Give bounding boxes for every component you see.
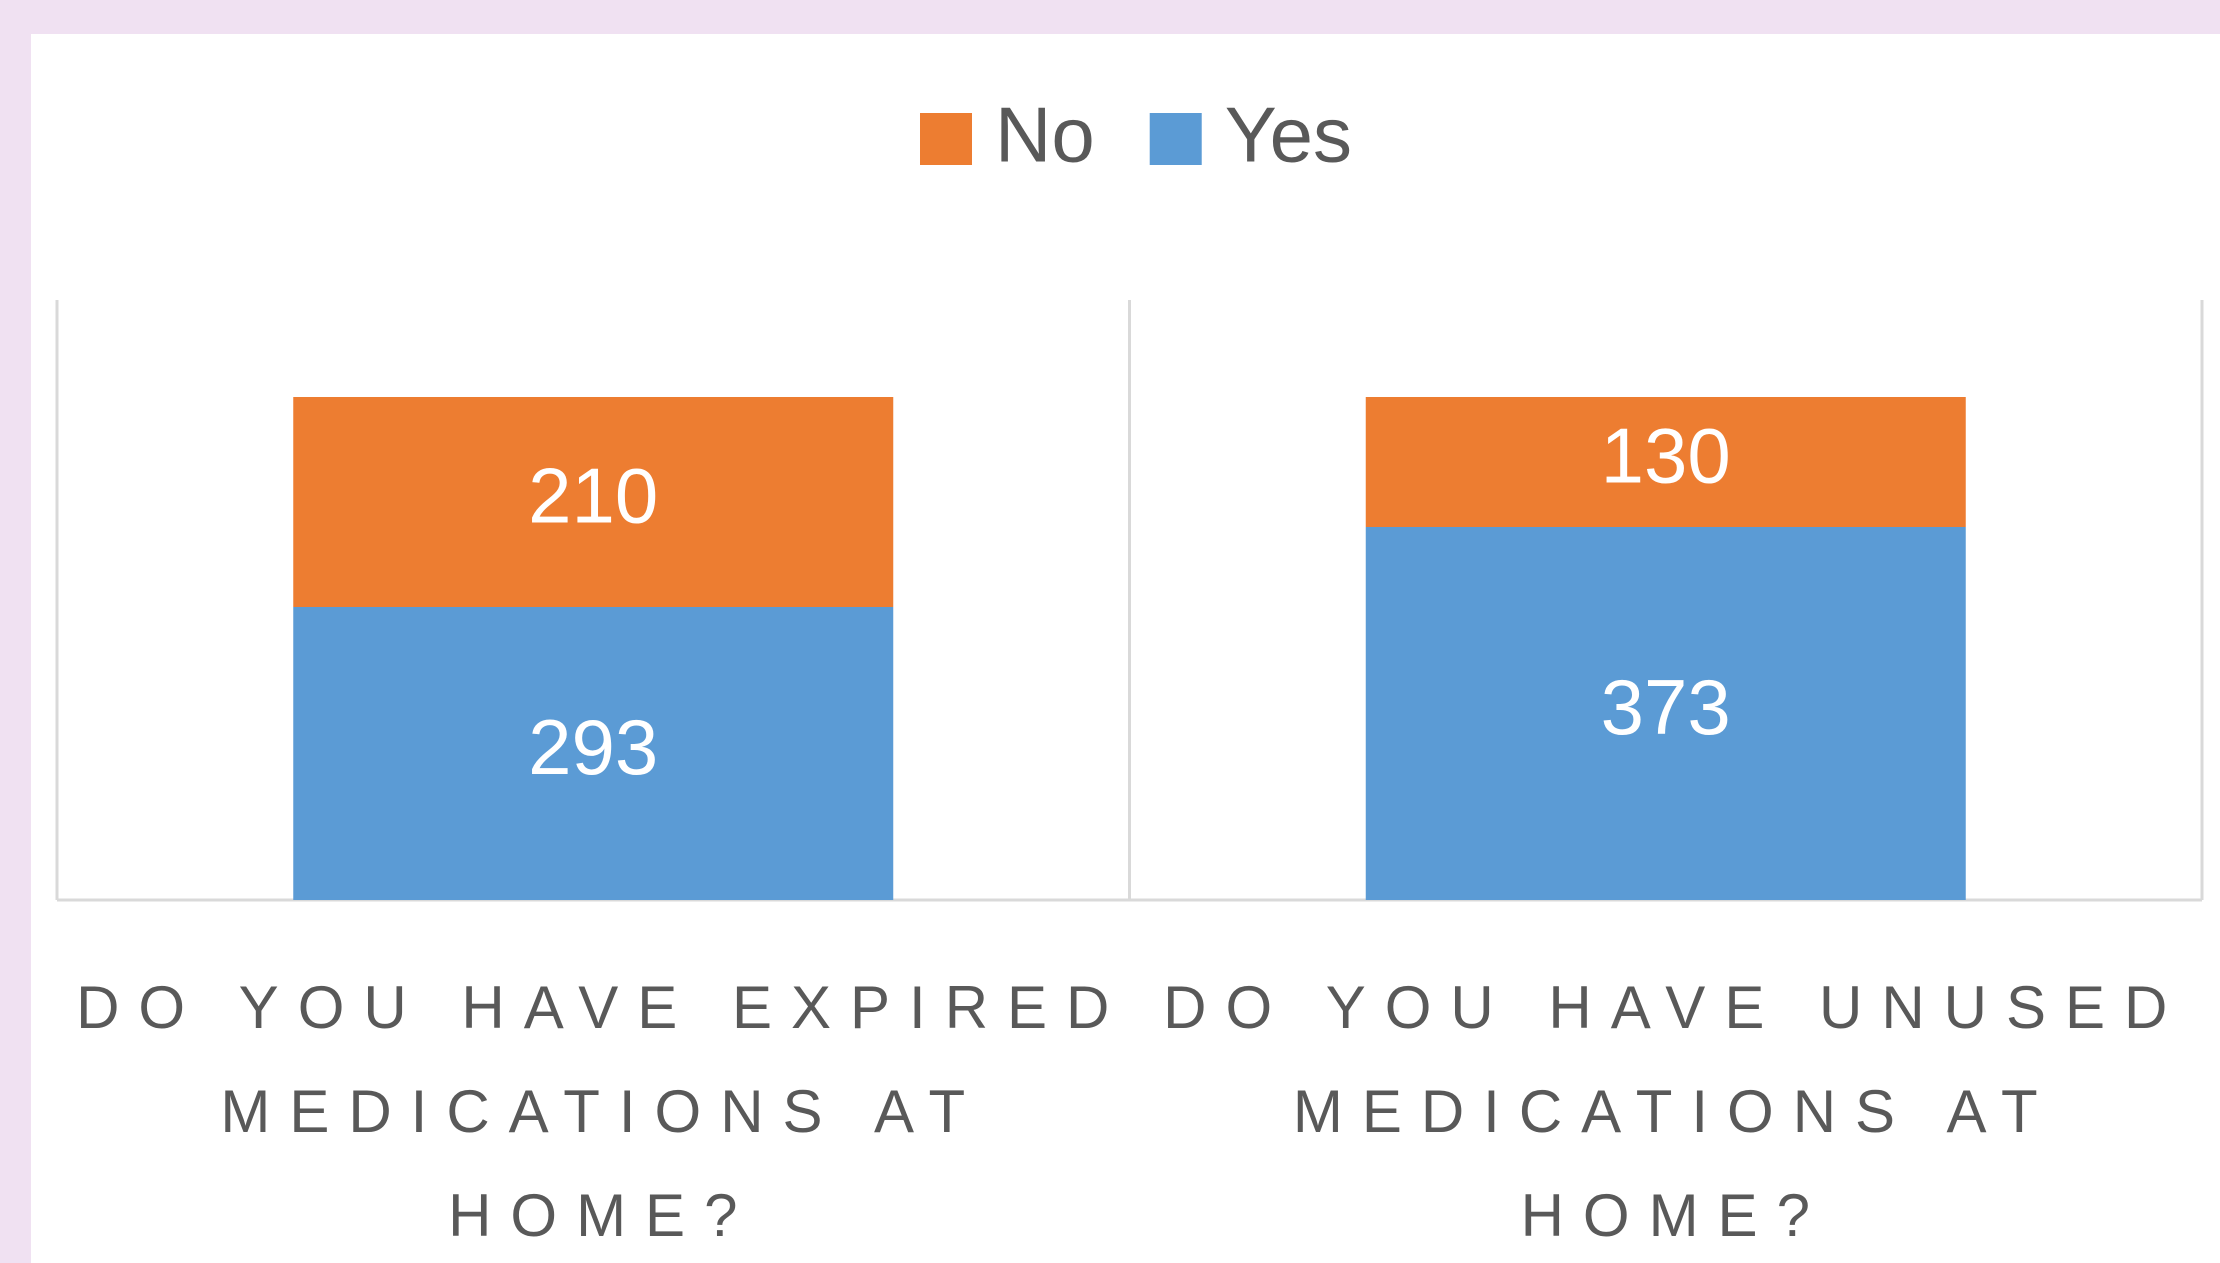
- bar-segment: [1365, 397, 1966, 527]
- bar-segment: [293, 607, 894, 900]
- data-label: 293: [528, 703, 658, 791]
- bar-segment: [293, 397, 894, 607]
- data-label: 130: [1601, 412, 1731, 500]
- bar-segment: [1365, 527, 1966, 900]
- x-tick-label: DO YOU HAVE UNUSED MEDICATIONS AT HOME?: [1163, 974, 2186, 1249]
- legend-label: Yes: [1225, 91, 1352, 179]
- legend-swatch: [1149, 113, 1202, 165]
- legend: No Yes: [920, 91, 1352, 179]
- data-label: 373: [1601, 663, 1731, 751]
- data-label: 210: [528, 452, 658, 540]
- legend-label: No: [995, 91, 1095, 179]
- x-tick-label: DO YOU HAVE EXPIRED MEDICATIONS AT HOME?: [76, 974, 1128, 1249]
- legend-swatch: [920, 113, 972, 165]
